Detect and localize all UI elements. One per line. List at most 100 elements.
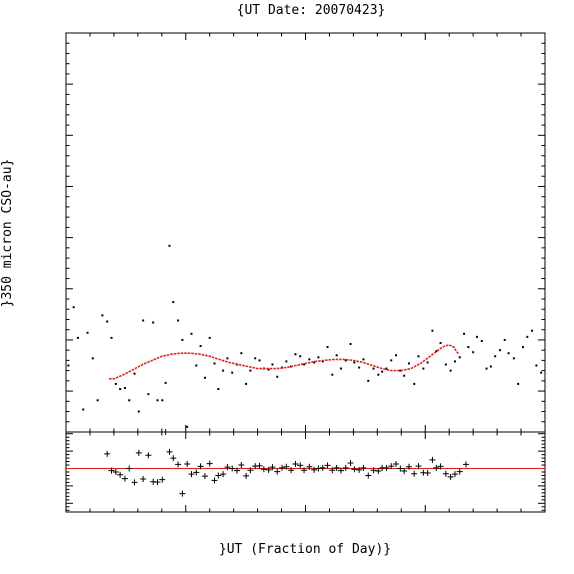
data-point [82, 408, 85, 411]
residual-point [429, 456, 436, 463]
residual-point [274, 468, 281, 475]
residual-point [292, 461, 299, 467]
data-point [195, 364, 198, 367]
y-axis-label: }350 micron CSO-au} [0, 159, 15, 308]
data-point [245, 382, 248, 385]
data-point [463, 332, 466, 335]
data-point [326, 346, 329, 349]
data-point [240, 352, 243, 355]
data-point [164, 381, 167, 384]
data-point [114, 382, 117, 385]
data-point [521, 346, 524, 349]
data-point [161, 399, 164, 402]
residual-point [188, 471, 195, 478]
residual-point [347, 459, 354, 466]
residual-point [433, 464, 440, 471]
residual-point [324, 462, 331, 469]
residual-point [112, 469, 119, 475]
residual-point [319, 464, 326, 471]
residual-point [447, 473, 454, 480]
data-point [231, 371, 234, 374]
residual-point [145, 452, 152, 459]
data-point [540, 371, 543, 374]
data-point [331, 373, 334, 376]
residual-point [365, 472, 372, 479]
data-point [177, 319, 180, 322]
data-point [142, 319, 145, 322]
residual-point [456, 468, 463, 475]
data-point [372, 367, 375, 370]
residual-point [370, 467, 377, 474]
data-point [186, 425, 189, 428]
residual-point [220, 471, 227, 478]
data-point [222, 369, 225, 372]
data-point [276, 375, 279, 378]
data-point [417, 355, 420, 358]
data-point [285, 360, 288, 363]
data-point [67, 364, 70, 367]
data-point [485, 367, 488, 370]
data-point [91, 357, 94, 360]
data-point [199, 345, 202, 348]
residual-point [315, 465, 322, 472]
residual-point [131, 479, 138, 486]
data-point [254, 357, 257, 360]
resid-plot-frame [65, 431, 546, 513]
data-point [449, 369, 452, 372]
residual-point [206, 460, 213, 467]
chart-title: {UT Date: 20070423} [237, 3, 386, 18]
data-point [512, 357, 515, 360]
residual-point [238, 462, 245, 469]
data-point [110, 336, 113, 339]
residual-point [424, 470, 431, 477]
data-point [267, 368, 270, 371]
residual-point [184, 461, 191, 467]
data-point [147, 393, 150, 396]
residual-point [247, 467, 254, 474]
data-point [353, 361, 356, 364]
data-point [503, 338, 506, 341]
data-point [526, 335, 529, 338]
residual-point [215, 472, 222, 479]
data-point [152, 321, 155, 324]
residual-point [117, 471, 124, 478]
residual-point [260, 466, 267, 473]
data-point [385, 367, 388, 370]
data-point [407, 362, 410, 365]
data-point [339, 367, 342, 370]
data-point [303, 363, 306, 366]
residual-point [140, 475, 147, 482]
data-point [507, 352, 510, 355]
residual-point [393, 461, 400, 467]
residual-point [375, 467, 382, 474]
data-point [367, 379, 370, 382]
residual-point [337, 467, 344, 474]
data-point [119, 388, 122, 391]
residual-point [360, 464, 367, 471]
residual-point [415, 463, 422, 470]
residual-point [283, 463, 290, 470]
residual-point [229, 465, 236, 472]
residual-point [179, 490, 186, 497]
residual-point [269, 464, 276, 471]
residual-point [234, 467, 241, 474]
residual-point [197, 463, 204, 470]
residual-point [405, 463, 412, 470]
residual-point [306, 463, 313, 470]
data-point [156, 399, 159, 402]
residual-point [288, 467, 295, 474]
residual-point [201, 473, 208, 480]
residual-point [211, 477, 218, 484]
data-point [335, 354, 338, 357]
data-point [137, 410, 140, 413]
data-point [358, 366, 361, 369]
data-point [190, 332, 193, 335]
data-point [480, 339, 483, 342]
residual-point [451, 471, 458, 478]
residual-point [224, 464, 231, 471]
data-point [362, 358, 365, 361]
residual-point [126, 465, 133, 472]
residual-point [351, 466, 358, 473]
data-point [489, 365, 492, 368]
